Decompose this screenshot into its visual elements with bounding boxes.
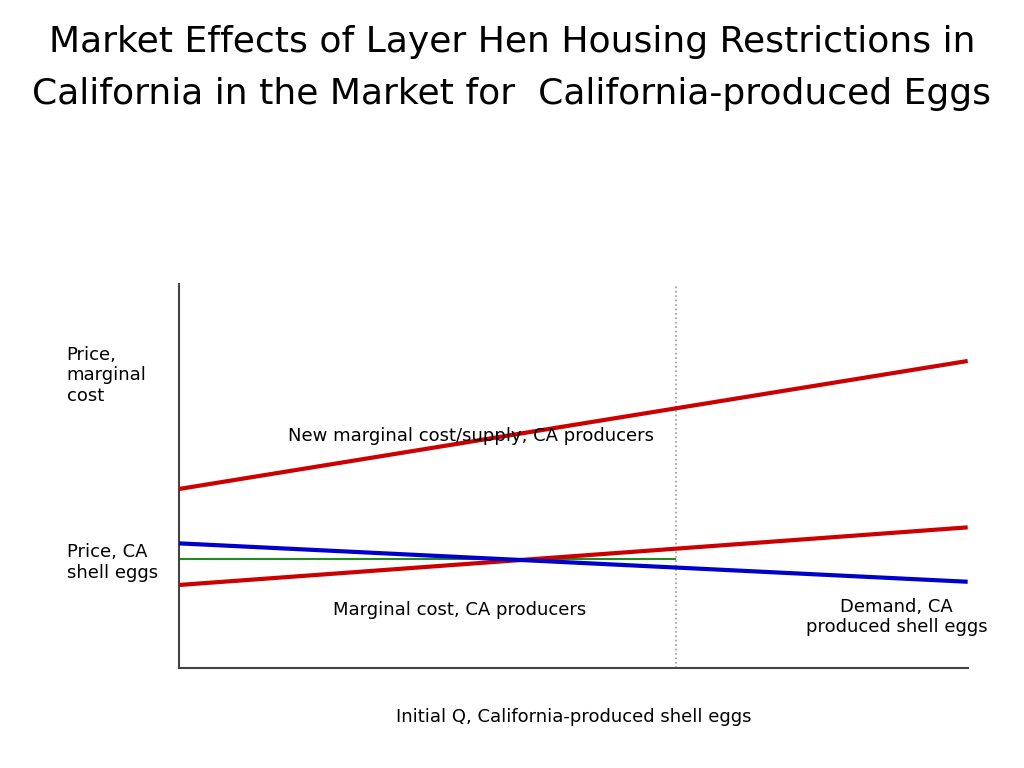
Text: New marginal cost/supply, CA producers: New marginal cost/supply, CA producers — [288, 428, 654, 445]
Text: Initial Q, California-produced shell eggs: Initial Q, California-produced shell egg… — [395, 708, 752, 726]
Text: Market Effects of Layer Hen Housing Restrictions in: Market Effects of Layer Hen Housing Rest… — [49, 25, 975, 59]
Text: Demand, CA
produced shell eggs: Demand, CA produced shell eggs — [806, 598, 988, 637]
Text: Price, CA
shell eggs: Price, CA shell eggs — [67, 543, 158, 582]
Text: Price,
marginal
cost: Price, marginal cost — [67, 346, 146, 406]
Text: California in the Market for  California-produced Eggs: California in the Market for California-… — [33, 77, 991, 111]
Text: Marginal cost, CA producers: Marginal cost, CA producers — [333, 601, 586, 619]
